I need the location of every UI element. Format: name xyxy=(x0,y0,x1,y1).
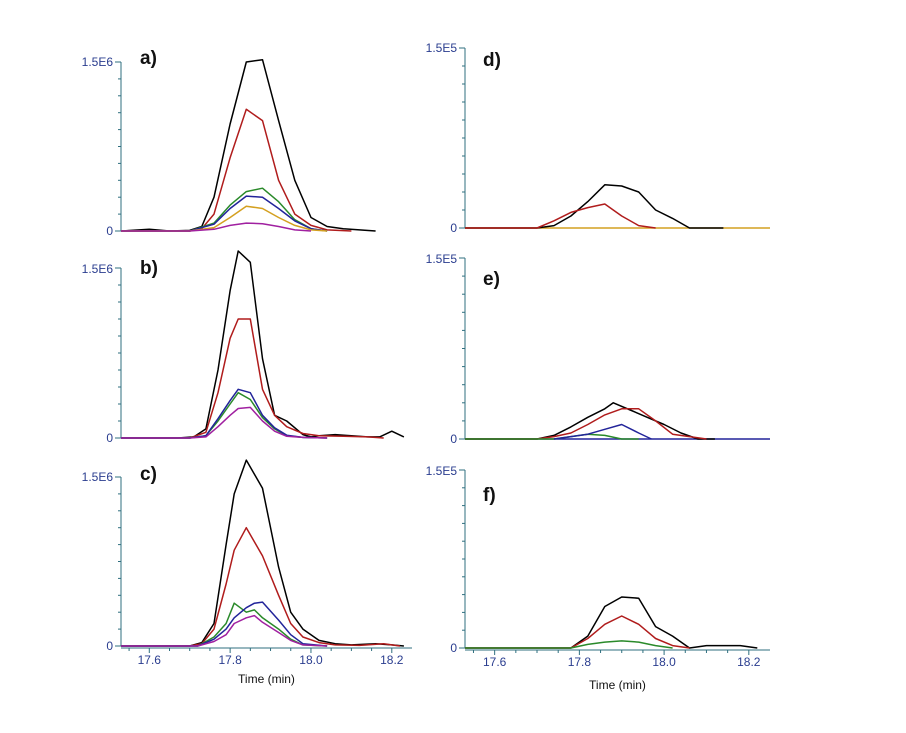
panel-label: a) xyxy=(140,48,157,69)
series-line-blue xyxy=(121,195,328,232)
chart-panel-a: 1.5E6 0 a) xyxy=(82,48,376,238)
y-max-label: 1.5E6 xyxy=(82,470,114,484)
x-tick-label: 18.2 xyxy=(737,655,761,669)
series-line-red xyxy=(465,203,656,229)
chart-panel-d: 1.5E5 0 d) xyxy=(426,41,770,235)
y-max-label: 1.5E5 xyxy=(426,252,458,266)
series-line-black xyxy=(465,596,758,649)
x-tick-label: 18.0 xyxy=(652,655,676,669)
series-line-red xyxy=(121,526,401,647)
y-zero-label: 0 xyxy=(106,224,113,238)
x-axis-title: Time (min) xyxy=(238,672,295,686)
series-line-green xyxy=(465,640,673,649)
chart-panel-c: 1.5E6 0 17.6 17.8 18.0 18.2 Time (min) c) xyxy=(82,459,412,686)
chart-panel-e: 1.5E5 0 e) xyxy=(426,252,770,446)
series-line-black xyxy=(465,402,715,440)
y-max-label: 1.5E5 xyxy=(426,41,458,55)
series-line-blue xyxy=(121,601,328,647)
series-line-green xyxy=(121,602,328,647)
series-line-green xyxy=(121,187,328,232)
y-max-label: 1.5E5 xyxy=(426,464,458,478)
series-line-magenta xyxy=(121,614,328,647)
panel-label: b) xyxy=(140,258,158,279)
x-tick-label: 17.8 xyxy=(568,655,592,669)
series-line-black xyxy=(120,58,376,232)
panel-label: c) xyxy=(140,464,157,485)
x-tick-label: 17.8 xyxy=(218,653,242,667)
x-tick-label: 17.6 xyxy=(138,653,162,667)
y-zero-label: 0 xyxy=(450,641,457,655)
y-max-label: 1.5E6 xyxy=(82,55,114,69)
chart-panel-f: 1.5E5 0 17.6 17.8 18.0 18.2 Time (min) f) xyxy=(426,464,770,692)
y-zero-label: 0 xyxy=(450,221,457,235)
y-max-label: 1.5E6 xyxy=(82,262,114,276)
series-line-blue-peak xyxy=(553,423,652,440)
panel-label: f) xyxy=(483,485,496,506)
panel-label: e) xyxy=(483,269,500,290)
series-line-magenta xyxy=(121,222,312,232)
y-zero-label: 0 xyxy=(106,431,113,445)
x-tick-label: 18.0 xyxy=(299,653,323,667)
series-line-black xyxy=(121,250,405,439)
series-line-black xyxy=(465,184,724,229)
series-line-red xyxy=(465,615,690,649)
chart-panel-b: 1.5E6 0 b) xyxy=(82,250,405,445)
series-line-red xyxy=(121,318,384,439)
panel-label: d) xyxy=(483,50,501,71)
series-line-orange xyxy=(121,205,328,232)
series-line-magenta xyxy=(121,406,328,439)
x-axis-title: Time (min) xyxy=(589,678,646,692)
x-tick-label: 18.2 xyxy=(380,653,404,667)
x-tick-label: 17.6 xyxy=(483,655,507,669)
series-line-red xyxy=(465,408,707,440)
series-line-black xyxy=(121,459,404,647)
series-line-blue xyxy=(121,388,328,439)
y-zero-label: 0 xyxy=(106,639,113,653)
y-zero-label: 0 xyxy=(450,432,457,446)
